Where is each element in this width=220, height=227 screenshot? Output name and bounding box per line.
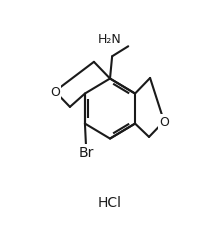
Text: O: O xyxy=(50,85,60,98)
Text: O: O xyxy=(159,115,169,128)
Text: HCl: HCl xyxy=(98,195,122,209)
Text: Br: Br xyxy=(78,146,94,160)
Text: H₂N: H₂N xyxy=(98,33,122,46)
